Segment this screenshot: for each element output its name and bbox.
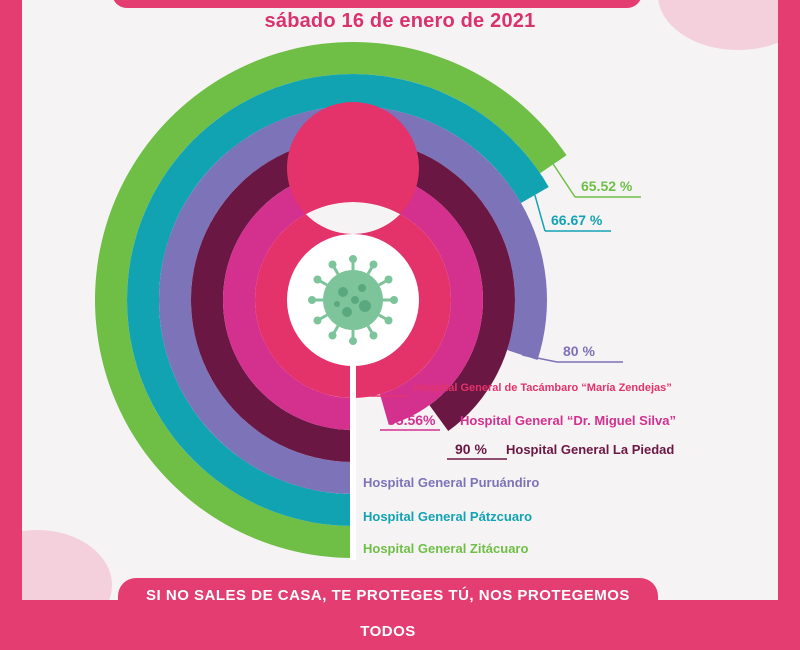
virus-spike-tip xyxy=(349,337,357,345)
virus-spike-tip xyxy=(308,296,316,304)
virus-spike-tip xyxy=(328,331,337,340)
hospital-label-2: Hospital General “Dr. Miguel Silva” xyxy=(460,413,676,428)
virus-spot xyxy=(338,287,348,297)
virus-spot xyxy=(351,296,359,304)
percent-label-4: 80 % xyxy=(563,343,595,359)
virus-spike-tip xyxy=(384,275,393,284)
virus-spike-tip xyxy=(369,260,378,269)
percent-label-6: 65.52 % xyxy=(581,178,633,194)
percent-label-3: 90 % xyxy=(455,441,487,457)
virus-spike-tip xyxy=(313,275,322,284)
virus-spot xyxy=(359,300,371,312)
virus-spot xyxy=(334,301,340,307)
virus-spot xyxy=(358,284,366,292)
radial-bar-chart: Hospital General de Tacámbaro “María Zen… xyxy=(94,41,676,560)
hospital-label-6: Hospital General Zitácuaro xyxy=(363,541,528,556)
virus-icon xyxy=(308,255,398,345)
virus-spike-tip xyxy=(369,331,378,340)
percent-label-5: 66.67 % xyxy=(551,212,603,228)
hospital-label-4: Hospital General Puruándiro xyxy=(363,475,539,490)
header-banner xyxy=(112,0,642,8)
virus-spike-tip xyxy=(390,296,398,304)
virus-spot xyxy=(342,307,352,317)
leader-line-5 xyxy=(534,194,546,232)
virus-spike-tip xyxy=(313,316,322,325)
percent-label-1: 100% xyxy=(364,379,398,394)
leader-line-6 xyxy=(552,163,576,198)
start-line xyxy=(350,362,356,560)
slogan-banner: SI NO SALES DE CASA, TE PROTEGES TÚ, NOS… xyxy=(118,578,658,640)
hospital-label-3: Hospital General La Piedad xyxy=(506,442,674,457)
virus-spike-tip xyxy=(328,260,337,269)
virus-spike-tip xyxy=(349,255,357,263)
leader-line-4 xyxy=(522,354,558,363)
virus-spike-tip xyxy=(384,316,393,325)
hospital-label-1: Hospital General de Tacámbaro “María Zen… xyxy=(414,382,672,394)
hospital-label-5: Hospital General Pátzcuaro xyxy=(363,509,532,524)
percent-label-2: 95.56% xyxy=(388,412,436,428)
report-date: sábado 16 de enero de 2021 xyxy=(264,10,536,32)
